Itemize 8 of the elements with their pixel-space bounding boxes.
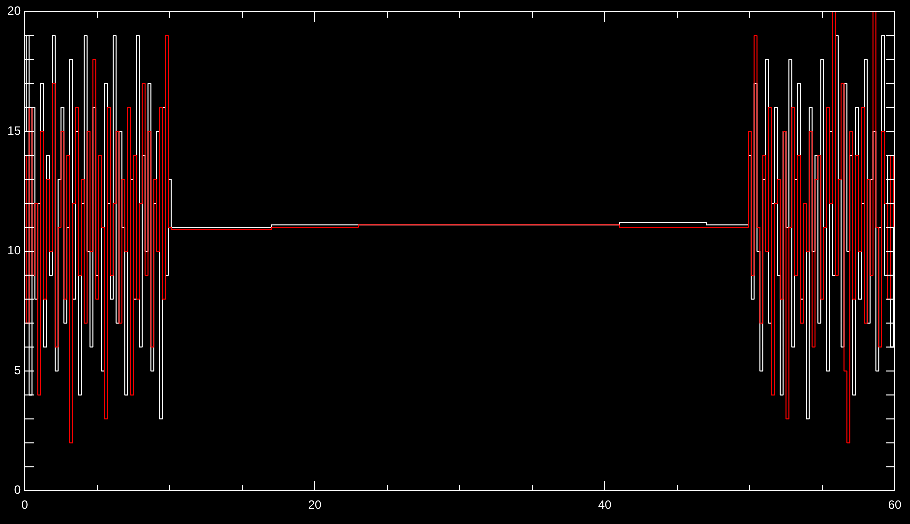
y-tick-label: 0 (14, 483, 22, 498)
y-tick-label: 5 (14, 363, 22, 378)
y-tick-label: 20 (8, 4, 22, 18)
y-tick-label: 15 (8, 124, 22, 138)
x-tick-label: 60 (888, 498, 902, 512)
x-tick-label: 40 (598, 498, 612, 512)
x-tick-label: 20 (308, 498, 322, 512)
y-tick-label: 10 (8, 244, 22, 258)
